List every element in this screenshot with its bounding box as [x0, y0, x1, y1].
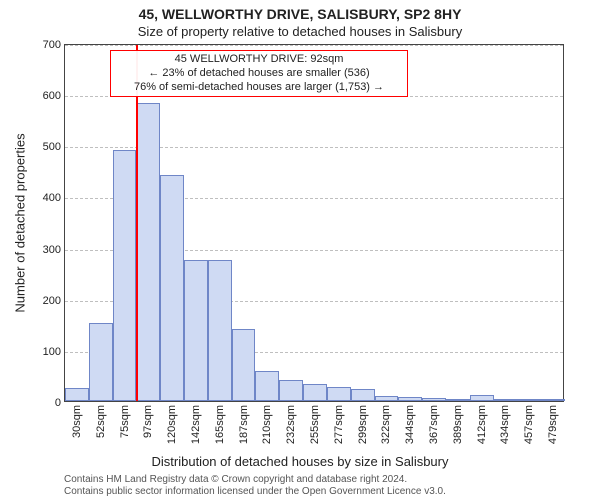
credits: Contains HM Land Registry data © Crown c…: [0, 474, 600, 498]
histogram-bar: [327, 387, 351, 401]
x-tick-label: 434sqm: [499, 405, 511, 444]
histogram-bar: [494, 399, 518, 401]
histogram-bar: [160, 175, 184, 401]
y-tick-label: 500: [43, 141, 65, 153]
x-tick-label: 457sqm: [523, 405, 535, 444]
x-tick-label: 479sqm: [547, 405, 559, 444]
annotation-box: 45 WELLWORTHY DRIVE: 92sqm← 23% of detac…: [110, 50, 408, 97]
histogram-bar: [375, 396, 399, 401]
x-tick-label: 232sqm: [285, 405, 297, 444]
x-tick-label: 277sqm: [333, 405, 345, 444]
chart-subtitle: Size of property relative to detached ho…: [0, 24, 600, 39]
y-tick-label: 700: [43, 39, 65, 51]
y-tick-label: 600: [43, 90, 65, 102]
histogram-bar: [446, 399, 470, 401]
x-tick-label: 187sqm: [238, 405, 250, 444]
credits-line-2: Contains public sector information licen…: [64, 486, 600, 498]
x-tick-label: 412sqm: [476, 405, 488, 444]
x-tick-label: 120sqm: [166, 405, 178, 444]
histogram-bar: [184, 260, 208, 401]
histogram-bar: [208, 260, 232, 401]
annotation-line: 45 WELLWORTHY DRIVE: 92sqm: [117, 53, 401, 67]
y-tick-label: 200: [43, 295, 65, 307]
histogram-bar: [89, 323, 113, 401]
x-tick-label: 389sqm: [452, 405, 464, 444]
chart-title: 45, WELLWORTHY DRIVE, SALISBURY, SP2 8HY: [0, 0, 600, 22]
y-tick-label: 300: [43, 244, 65, 256]
x-tick-label: 255sqm: [309, 405, 321, 444]
figure: 45, WELLWORTHY DRIVE, SALISBURY, SP2 8HY…: [0, 0, 600, 500]
plot-area: 010020030040050060070030sqm52sqm75sqm97s…: [64, 44, 564, 402]
x-tick-label: 299sqm: [357, 405, 369, 444]
x-axis-title: Distribution of detached houses by size …: [0, 454, 600, 469]
annotation-line: 76% of semi-detached houses are larger (…: [117, 81, 401, 95]
y-axis-title: Number of detached properties: [13, 133, 28, 312]
histogram-bar: [303, 384, 327, 401]
histogram-bar: [279, 380, 303, 401]
histogram-bar: [255, 371, 279, 401]
x-tick-label: 165sqm: [214, 405, 226, 444]
histogram-bar: [113, 150, 137, 401]
x-tick-label: 210sqm: [261, 405, 273, 444]
x-tick-label: 322sqm: [380, 405, 392, 444]
y-tick-label: 0: [55, 397, 65, 409]
x-tick-label: 75sqm: [119, 405, 131, 438]
histogram-bar: [470, 395, 494, 401]
gridline: [65, 45, 563, 46]
x-tick-label: 52sqm: [95, 405, 107, 438]
histogram-bar: [422, 398, 446, 401]
histogram-bar: [136, 103, 160, 401]
histogram-bar: [398, 397, 422, 401]
x-tick-label: 97sqm: [142, 405, 154, 438]
annotation-line: ← 23% of detached houses are smaller (53…: [117, 67, 401, 81]
credits-line-1: Contains HM Land Registry data © Crown c…: [64, 474, 407, 485]
histogram-bar: [517, 399, 541, 401]
histogram-bar: [65, 388, 89, 401]
x-tick-label: 142sqm: [190, 405, 202, 444]
y-tick-label: 100: [43, 346, 65, 358]
histogram-bar: [232, 329, 256, 401]
x-tick-label: 344sqm: [404, 405, 416, 444]
histogram-bar: [541, 399, 565, 401]
x-tick-label: 30sqm: [71, 405, 83, 438]
y-tick-label: 400: [43, 192, 65, 204]
x-tick-label: 367sqm: [428, 405, 440, 444]
histogram-bar: [351, 389, 375, 401]
